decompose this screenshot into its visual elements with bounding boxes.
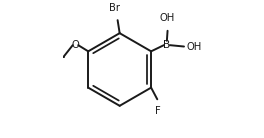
Text: Br: Br [109,3,120,13]
Text: B: B [163,40,171,50]
Text: O: O [71,40,79,50]
Text: F: F [155,106,161,116]
Text: OH: OH [186,42,201,51]
Text: OH: OH [159,13,175,23]
